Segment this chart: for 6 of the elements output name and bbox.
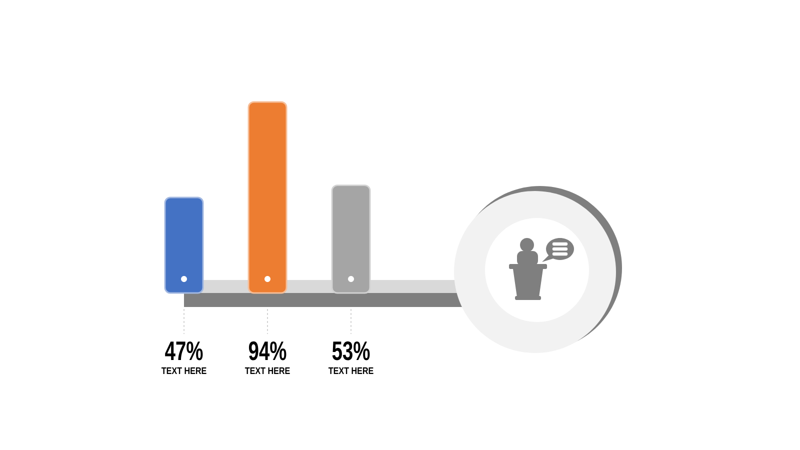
- x-tick-label: TEXT HERE: [244, 367, 290, 374]
- data-label: 53%: [332, 341, 370, 360]
- data-label: 94%: [248, 341, 286, 360]
- data-label: 47%: [165, 341, 203, 360]
- x-tick-label: TEXT HERE: [161, 367, 206, 374]
- x-tick-label: TEXT HERE: [328, 367, 374, 374]
